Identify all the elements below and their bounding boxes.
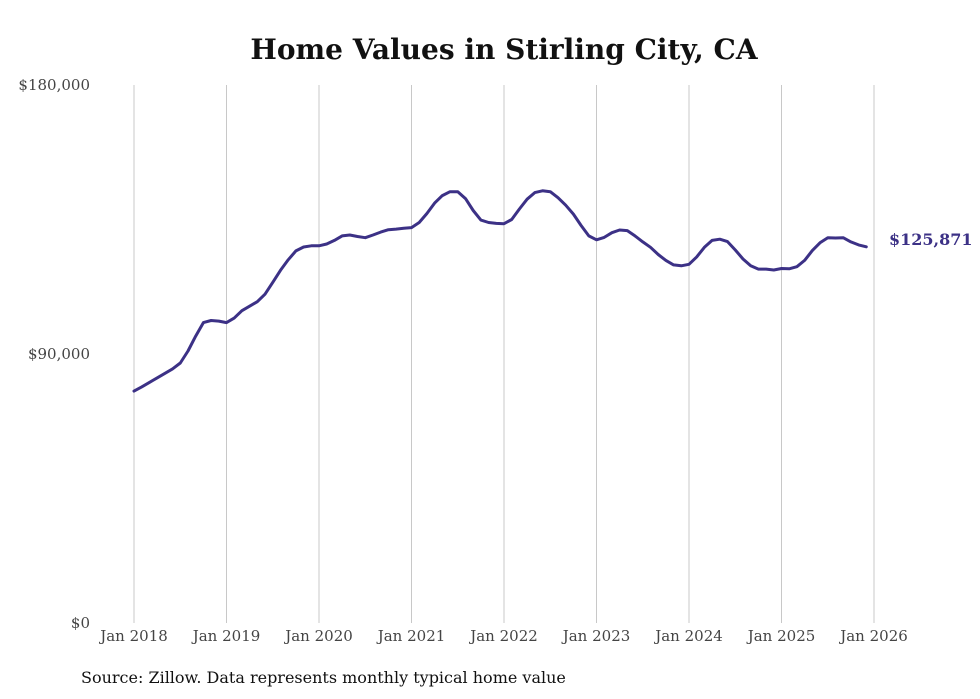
- y-tick-label: $0: [71, 614, 90, 632]
- x-tick-label: Jan 2020: [283, 627, 353, 645]
- y-axis-tick-labels: $0 $90,000 $180,000: [18, 76, 90, 632]
- x-tick-label: Jan 2025: [746, 627, 816, 645]
- y-tick-label: $180,000: [18, 76, 90, 94]
- x-tick-label: Jan 2018: [98, 627, 168, 645]
- x-axis-tick-labels: Jan 2018 Jan 2019 Jan 2020 Jan 2021 Jan 2022…: [98, 627, 908, 645]
- x-tick-label: Jan 2023: [561, 627, 631, 645]
- series-line: [132, 189, 868, 393]
- x-tick-label: Jan 2019: [191, 627, 261, 645]
- source-note: Source: Zillow. Data represents monthly …: [81, 668, 566, 687]
- vertical-gridlines: [133, 85, 875, 623]
- x-tick-label: Jan 2021: [376, 627, 446, 645]
- x-tick-label: Jan 2026: [838, 627, 908, 645]
- y-tick-label: $90,000: [28, 345, 90, 363]
- x-tick-label: Jan 2024: [653, 627, 723, 645]
- end-value-label: $125,871: [889, 230, 973, 249]
- x-tick-label: Jan 2022: [468, 627, 538, 645]
- series-layer: [132, 189, 868, 393]
- chart-title: Home Values in Stirling City, CA: [250, 33, 758, 66]
